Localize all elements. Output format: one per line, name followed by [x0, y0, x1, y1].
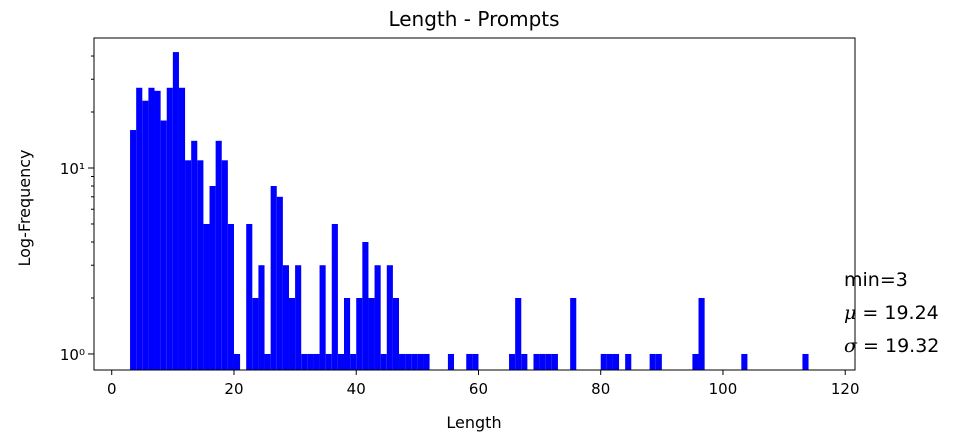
x-axis-ticks: 0 20 40 60 80 100 120 — [107, 370, 860, 398]
stat-std-text: = 19.32 — [856, 335, 940, 357]
histogram-bar — [258, 265, 265, 370]
histogram-bar — [130, 130, 137, 370]
histogram-bar — [270, 186, 277, 370]
histogram-bar — [392, 297, 400, 370]
bars-group — [130, 52, 809, 370]
y-tick-label: 10¹ — [60, 160, 85, 178]
histogram-bar — [148, 87, 155, 370]
histogram-bar — [343, 297, 351, 370]
histogram-bar — [551, 353, 558, 370]
histogram-bar — [160, 120, 167, 370]
histogram-bar — [356, 297, 363, 370]
histogram-bar — [166, 87, 173, 370]
histogram-bar — [741, 353, 748, 370]
histogram-bar — [368, 297, 375, 370]
histogram-bar — [625, 353, 632, 370]
stat-min: min=3 — [844, 269, 908, 291]
histogram-bar — [417, 353, 424, 370]
histogram-bar — [447, 353, 455, 370]
histogram-bar — [509, 353, 516, 370]
histogram-bar — [209, 186, 216, 370]
histogram-bar — [276, 196, 283, 370]
histogram-bar — [337, 353, 344, 370]
histogram-bar — [399, 353, 406, 370]
histogram-bar — [227, 223, 234, 370]
histogram-bar — [655, 353, 662, 370]
x-tick-label: 20 — [224, 380, 243, 398]
histogram-bar — [539, 353, 546, 370]
x-tick-label: 40 — [347, 380, 366, 398]
histogram-bar — [374, 265, 381, 370]
histogram-bar — [154, 90, 161, 370]
histogram-bar — [197, 160, 204, 370]
histogram-bar — [319, 265, 326, 370]
mu-symbol: μ — [844, 302, 857, 324]
histogram-bar — [350, 353, 357, 370]
x-tick-label: 60 — [469, 380, 488, 398]
histogram-bar — [191, 140, 198, 370]
histogram-bar — [600, 353, 607, 370]
histogram-bar — [307, 353, 314, 370]
histogram-bar — [185, 160, 192, 370]
histogram-bar — [386, 265, 393, 370]
histogram-bar — [466, 353, 473, 370]
histogram-bar — [515, 297, 522, 370]
histogram-bar — [423, 353, 430, 370]
histogram-bar — [570, 297, 577, 370]
histogram-bar — [380, 353, 387, 370]
stat-std: σ = 19.32 — [844, 335, 939, 357]
histogram-bar — [362, 242, 369, 370]
y-axis-ticks: 10⁰ 10¹ — [60, 55, 94, 364]
y-axis-label: Log-Frequency — [15, 149, 34, 266]
histogram-bar — [411, 353, 418, 370]
x-tick-label: 80 — [591, 380, 610, 398]
y-tick-label: 10⁰ — [60, 346, 85, 364]
histogram-bar — [692, 353, 699, 370]
sigma-symbol: σ — [844, 335, 857, 357]
histogram-bar — [521, 353, 528, 370]
histogram-bar — [203, 223, 210, 370]
histogram-bar — [246, 223, 253, 370]
x-tick-label: 100 — [709, 380, 738, 398]
histogram-bar — [295, 265, 302, 370]
histogram-bar — [221, 160, 228, 370]
histogram-bar — [288, 297, 296, 370]
histogram-bar — [331, 223, 338, 370]
histogram-bar — [264, 353, 271, 370]
stat-min-text: min=3 — [844, 269, 908, 291]
plot-frame — [93, 37, 856, 371]
histogram-bar — [533, 353, 540, 370]
histogram-bar — [252, 297, 259, 370]
histogram-bar — [325, 353, 332, 370]
histogram-bar — [136, 87, 143, 370]
histogram-bar — [282, 265, 289, 370]
histogram-bar — [405, 353, 412, 370]
histogram-bar — [178, 87, 186, 370]
stat-mean: μ = 19.24 — [844, 302, 939, 324]
x-tick-label: 120 — [831, 380, 860, 398]
histogram-bar — [301, 353, 308, 370]
x-axis-label: Length — [446, 413, 501, 432]
histogram-bar — [142, 100, 149, 370]
histogram-bar — [612, 353, 620, 370]
histogram-bar — [802, 353, 809, 370]
chart-title: Length - Prompts — [388, 7, 559, 31]
histogram-bar — [545, 353, 552, 370]
stat-mean-text: = 19.24 — [856, 302, 939, 324]
histogram-bar — [172, 52, 179, 370]
histogram-bar — [233, 353, 241, 370]
histogram-bar — [649, 353, 656, 370]
histogram-bar — [606, 353, 613, 370]
histogram-bar — [472, 353, 479, 370]
histogram-bar — [215, 140, 222, 370]
histogram-bar — [313, 353, 320, 370]
x-tick-label: 0 — [107, 380, 117, 398]
histogram-bar — [698, 297, 705, 370]
